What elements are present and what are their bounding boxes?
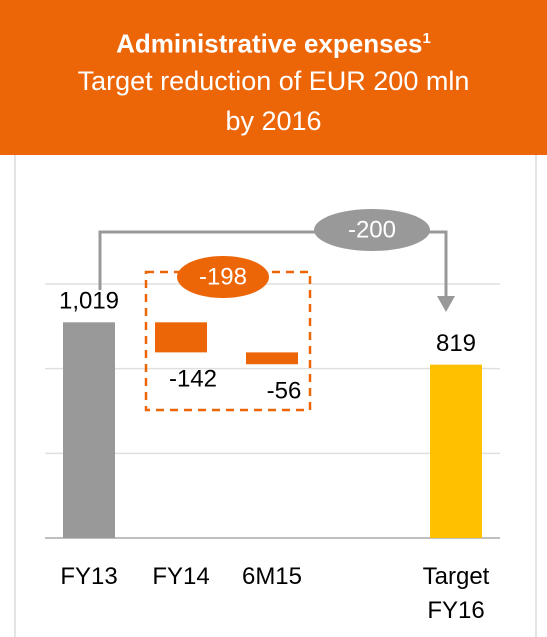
bar: [430, 364, 482, 538]
value-label: -142: [169, 366, 217, 393]
x-tick-label: 6M15: [241, 563, 303, 590]
footnote-mark: 1: [422, 30, 431, 47]
chart-subtitle: Target reduction of EUR 200 mln by 2016: [77, 65, 470, 136]
x-tick-label: Target FY16: [422, 563, 490, 624]
x-tick-label: FY14: [152, 563, 210, 590]
bracket-line: [98, 230, 448, 298]
bracket-badge: [314, 209, 430, 251]
value-label: -56: [267, 378, 302, 405]
bar: [246, 352, 298, 365]
arrow-head: [437, 296, 455, 312]
value-label: 819: [436, 330, 476, 357]
bracket-label: -198: [199, 263, 247, 290]
bracket-badge: [177, 256, 269, 298]
bracket-label: -200: [348, 216, 396, 243]
x-tick-label: FY13: [60, 563, 118, 590]
chart-title: Administrative expenses: [116, 28, 423, 59]
value-label: 1,019: [59, 288, 119, 315]
panel: [14, 155, 537, 637]
bar: [63, 322, 115, 538]
header: Administrative expenses1 Target reductio…: [0, 0, 547, 155]
delta-box: [144, 270, 312, 412]
bar: [155, 322, 207, 353]
title-line: Administrative expenses1: [50, 22, 497, 61]
